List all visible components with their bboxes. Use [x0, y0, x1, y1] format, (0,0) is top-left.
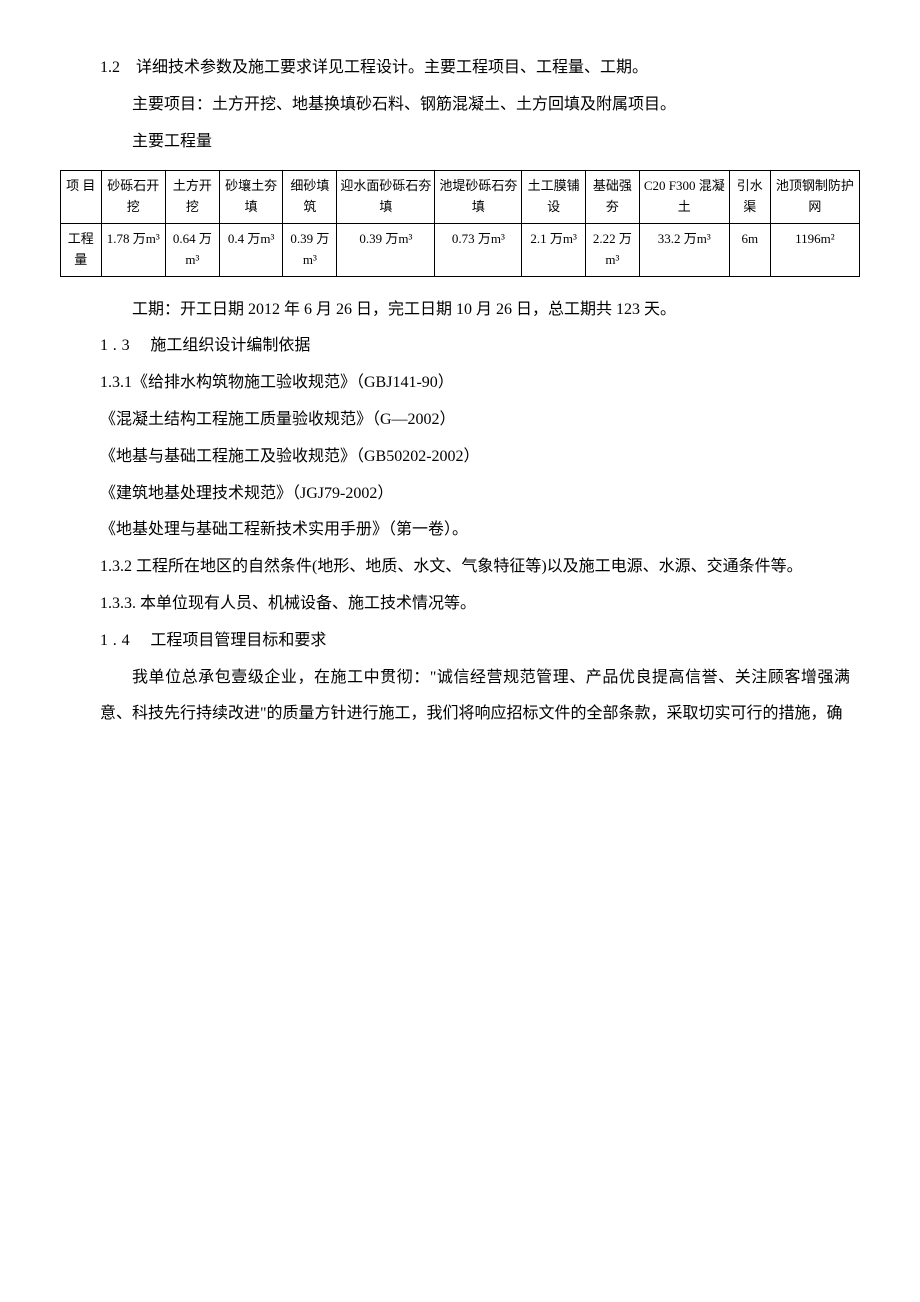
table-col-header: C20 F300 混凝土	[639, 171, 729, 224]
table-cell: 2.1 万m³	[522, 223, 586, 276]
table-cell: 0.39 万m³	[337, 223, 435, 276]
table-cell: 0.73 万m³	[435, 223, 522, 276]
section-1-4-body: 我单位总承包壹级企业，在施工中贯彻："诚信经营规范管理、产品优良提高信誉、关注顾…	[100, 660, 850, 734]
reference-item: 《地基与基础工程施工及验收规范》（GB50202-2002）	[100, 439, 850, 476]
section-title-text: 工程项目管理目标和要求	[150, 632, 326, 649]
reference-item: 《建筑地基处理技术规范》（JGJ79-2002）	[100, 476, 850, 513]
section-number: 1.2	[100, 59, 120, 76]
section-1-3-title: 1.3 施工组织设计编制依据	[100, 328, 850, 365]
table-row-label: 工程量	[61, 223, 102, 276]
table-col-header: 迎水面砂砾石夯填	[337, 171, 435, 224]
table-cell: 0.39 万m³	[283, 223, 337, 276]
table-col-header: 池顶钢制防护网	[770, 171, 859, 224]
table-cell: 6m	[729, 223, 770, 276]
main-items: 主要项目：土方开挖、地基换填砂石料、钢筋混凝土、土方回填及附属项目。	[100, 87, 850, 124]
document-body-continued: 工期：开工日期 2012 年 6 月 26 日，完工日期 10 月 26 日，总…	[60, 292, 860, 734]
item-1-3-1: 1.3.1《给排水构筑物施工验收规范》（GBJ141-90）	[100, 365, 850, 402]
reference-item: 《地基处理与基础工程新技术实用手册》（第一卷）。	[100, 512, 850, 549]
table-cell: 1.78 万m³	[101, 223, 165, 276]
section-1-2-title: 1.2 详细技术参数及施工要求详见工程设计。主要工程项目、工程量、工期。	[100, 50, 850, 87]
table-cell: 33.2 万m³	[639, 223, 729, 276]
section-1-4-title: 1.4 工程项目管理目标和要求	[100, 623, 850, 660]
duration-text: 工期：开工日期 2012 年 6 月 26 日，完工日期 10 月 26 日，总…	[100, 292, 850, 329]
document-body: 1.2 详细技术参数及施工要求详见工程设计。主要工程项目、工程量、工期。 主要项目…	[60, 50, 860, 160]
quantities-table: 项 目 砂砾石开挖 土方开挖 砂壤土夯填 细砂填筑 迎水面砂砾石夯填 池堤砂砾石…	[60, 170, 860, 276]
table-cell: 0.4 万m³	[219, 223, 283, 276]
table-col-header: 砂砾石开挖	[101, 171, 165, 224]
main-quantities-label: 主要工程量	[100, 124, 850, 161]
table-col-header: 砂壤土夯填	[219, 171, 283, 224]
table-col-header: 土工膜铺设	[522, 171, 586, 224]
table-col-header: 基础强夯	[585, 171, 639, 224]
table-header-label: 项 目	[61, 171, 102, 224]
section-number: 1.3	[100, 337, 134, 354]
item-1-3-2: 1.3.2 工程所在地区的自然条件(地形、地质、水文、气象特征等)以及施工电源、…	[100, 549, 850, 586]
section-title-text: 施工组织设计编制依据	[150, 337, 310, 354]
item-1-3-3: 1.3.3. 本单位现有人员、机械设备、施工技术情况等。	[100, 586, 850, 623]
table-header-row: 项 目 砂砾石开挖 土方开挖 砂壤土夯填 细砂填筑 迎水面砂砾石夯填 池堤砂砾石…	[61, 171, 860, 224]
table-col-header: 土方开挖	[165, 171, 219, 224]
table-cell: 2.22 万m³	[585, 223, 639, 276]
table-cell: 1196m²	[770, 223, 859, 276]
section-number: 1.4	[100, 632, 134, 649]
section-title-text: 详细技术参数及施工要求详见工程设计。主要工程项目、工程量、工期。	[136, 59, 648, 76]
table-col-header: 细砂填筑	[283, 171, 337, 224]
table-col-header: 引水渠	[729, 171, 770, 224]
reference-item: 《混凝土结构工程施工质量验收规范》（G—2002）	[100, 402, 850, 439]
table-cell: 0.64 万m³	[165, 223, 219, 276]
table-data-row: 工程量 1.78 万m³ 0.64 万m³ 0.4 万m³ 0.39 万m³ 0…	[61, 223, 860, 276]
table-col-header: 池堤砂砾石夯填	[435, 171, 522, 224]
